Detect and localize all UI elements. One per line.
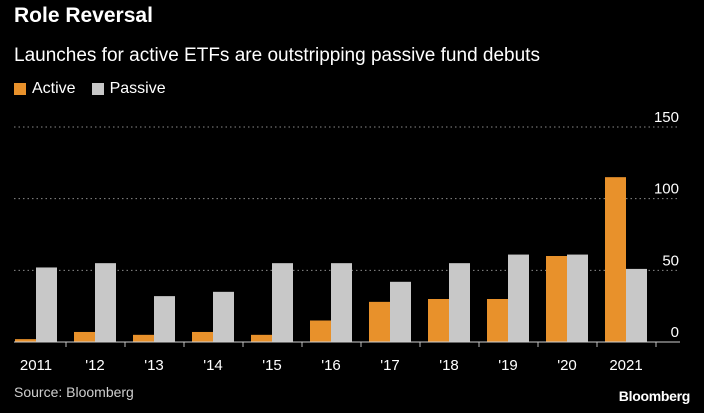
- legend-label-active: Active: [32, 80, 76, 97]
- legend-swatch-active: [14, 83, 26, 95]
- bar-active: [546, 256, 567, 342]
- bar-passive: [390, 281, 411, 342]
- bar-passive: [449, 263, 470, 342]
- legend-label-passive: Passive: [109, 80, 166, 97]
- x-tick-label: '17: [380, 357, 400, 374]
- x-tick-label: '20: [557, 357, 577, 374]
- x-tick-label: '13: [144, 357, 164, 374]
- bar-passive: [154, 296, 175, 342]
- bar-active: [74, 331, 95, 342]
- bar-passive: [95, 263, 116, 342]
- bloomberg-logo: Bloomberg: [618, 388, 691, 404]
- bar-passive: [213, 291, 234, 342]
- bar-active: [251, 334, 272, 342]
- source-note: Source: Bloomberg: [14, 384, 134, 400]
- bar-passive: [272, 263, 293, 342]
- x-tick-label: 2021: [609, 357, 642, 374]
- chart-title: Role Reversal: [14, 4, 153, 27]
- bar-passive: [36, 267, 57, 342]
- x-tick-label: '14: [203, 357, 223, 374]
- y-tick-label: 100: [654, 181, 679, 198]
- bar-passive: [626, 268, 647, 342]
- x-tick-label: 2011: [20, 357, 52, 374]
- bar-active: [192, 331, 213, 342]
- x-tick-label: '15: [262, 357, 282, 374]
- bar-active: [428, 299, 449, 342]
- legend-swatch-passive: [91, 83, 104, 95]
- legend: Active Passive: [14, 80, 182, 98]
- y-tick-label: 50: [662, 252, 679, 269]
- bar-active: [369, 301, 390, 342]
- bar-active: [310, 320, 331, 342]
- x-tick-label: '18: [439, 357, 459, 374]
- bar-active: [605, 177, 626, 342]
- y-tick-label: 0: [671, 324, 679, 341]
- bar-active: [133, 334, 154, 342]
- legend-item-active: Active: [14, 80, 76, 98]
- x-tick-label: '12: [85, 357, 105, 374]
- chart-subtitle: Launches for active ETFs are outstrippin…: [14, 45, 540, 66]
- bar-active: [15, 339, 36, 342]
- x-tick-label: '16: [321, 357, 341, 374]
- bar-passive: [508, 254, 529, 342]
- y-tick-label: 150: [654, 109, 679, 126]
- bar-passive: [567, 254, 588, 342]
- bar-active: [487, 299, 508, 342]
- legend-item-passive: Passive: [91, 80, 166, 98]
- bar-passive: [331, 263, 352, 342]
- x-tick-label: '19: [498, 357, 518, 374]
